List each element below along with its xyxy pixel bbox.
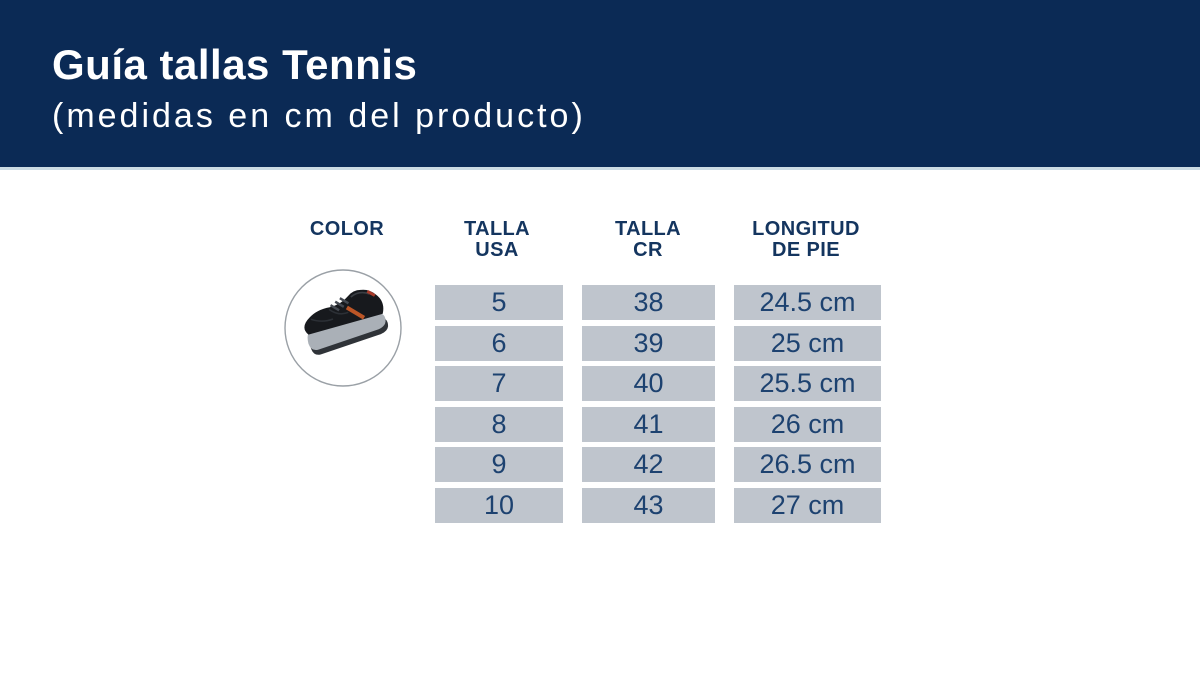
cell-cm-row4: 26 cm — [734, 406, 881, 442]
sneaker-icon — [284, 269, 402, 387]
cell-cm-row2: 25 cm — [734, 325, 881, 361]
cell-usa-row5: 9 — [435, 447, 563, 482]
cell-usa-row2: 6 — [435, 325, 563, 361]
column-header-longitud-line2: DE PIE — [772, 239, 840, 261]
product-image — [283, 268, 403, 388]
cell-cr-row4: 41 — [582, 406, 715, 442]
cell-cm-row5: 26.5 cm — [734, 447, 881, 482]
column-header-longitud-line1: LONGITUD — [752, 218, 860, 240]
page-title: Guía tallas Tennis — [52, 41, 418, 88]
cell-cr-row6: 43 — [582, 487, 715, 523]
cell-usa-row3: 7 — [435, 366, 563, 401]
cell-usa-row4: 8 — [435, 406, 563, 442]
cell-cr-row2: 39 — [582, 325, 715, 361]
page-subtitle: (medidas en cm del producto) — [52, 97, 586, 136]
column-header-color: COLOR — [262, 219, 432, 240]
cell-cm-row1: 24.5 cm — [734, 285, 881, 320]
column-header-talla-cr-line1: TALLA — [614, 218, 682, 240]
cell-usa-row6: 10 — [435, 487, 563, 523]
cell-usa-row1: 5 — [435, 285, 563, 320]
cell-cr-row1: 38 — [582, 285, 715, 320]
column-header-color-line1: COLOR — [309, 218, 385, 240]
column-header-talla-cr: TALLA CR — [563, 219, 733, 261]
size-table: 5 38 24.5 cm 6 39 25 cm 7 40 25.5 cm 8 4… — [435, 285, 881, 523]
column-header-talla-usa-line2: USA — [475, 239, 519, 261]
cell-cm-row3: 25.5 cm — [734, 366, 881, 401]
column-header-longitud: LONGITUD DE PIE — [721, 219, 891, 261]
column-header-talla-usa: TALLA USA — [412, 219, 582, 261]
column-header-talla-cr-line2: CR — [633, 239, 663, 261]
header-banner: Guía tallas Tennis (medidas en cm del pr… — [0, 0, 1200, 170]
cell-cm-row6: 27 cm — [734, 487, 881, 523]
cell-cr-row5: 42 — [582, 447, 715, 482]
cell-cr-row3: 40 — [582, 366, 715, 401]
column-header-talla-usa-line1: TALLA — [463, 218, 531, 240]
